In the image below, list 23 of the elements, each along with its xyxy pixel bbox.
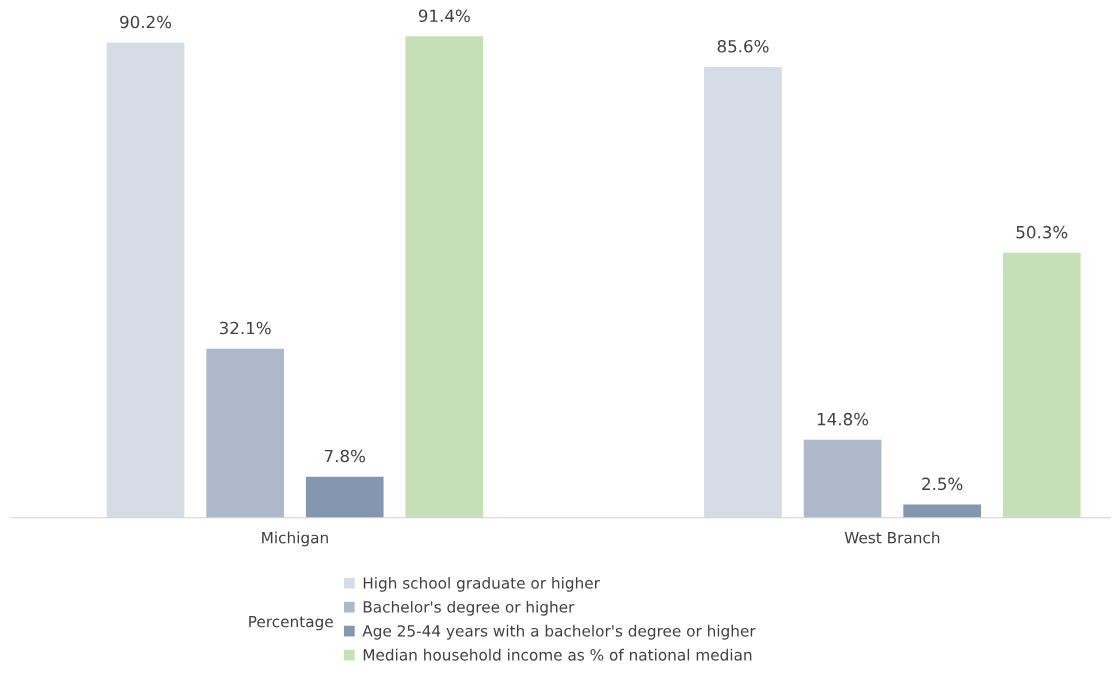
data-label: 50.3% <box>1016 225 1068 239</box>
bar <box>305 476 384 518</box>
legend-label: Median household income as % of national median <box>363 648 752 661</box>
bar <box>405 36 484 518</box>
data-label: 32.1% <box>219 321 271 335</box>
data-label: 91.4% <box>418 9 470 23</box>
legend-label: Bachelor's degree or higher <box>363 600 575 616</box>
legend-title: Percentage <box>249 615 333 631</box>
data-label: 14.8% <box>817 412 869 426</box>
bar <box>704 66 782 518</box>
data-label: 2.5% <box>922 477 963 491</box>
bar <box>1002 252 1081 518</box>
legend-label: High school graduate or higher <box>363 576 600 592</box>
bar <box>206 348 284 518</box>
bar <box>803 439 882 518</box>
x-tick-label: Michigan <box>262 531 328 547</box>
data-label: 85.6% <box>717 39 769 53</box>
x-tick-label: West Branch <box>844 531 940 544</box>
bar <box>903 504 981 518</box>
data-label: 7.8% <box>324 449 365 463</box>
data-label: 90.2% <box>120 15 172 29</box>
bar <box>106 42 185 518</box>
legend-label: Age 25-44 years with a bachelor's degree or higher <box>362 624 756 640</box>
